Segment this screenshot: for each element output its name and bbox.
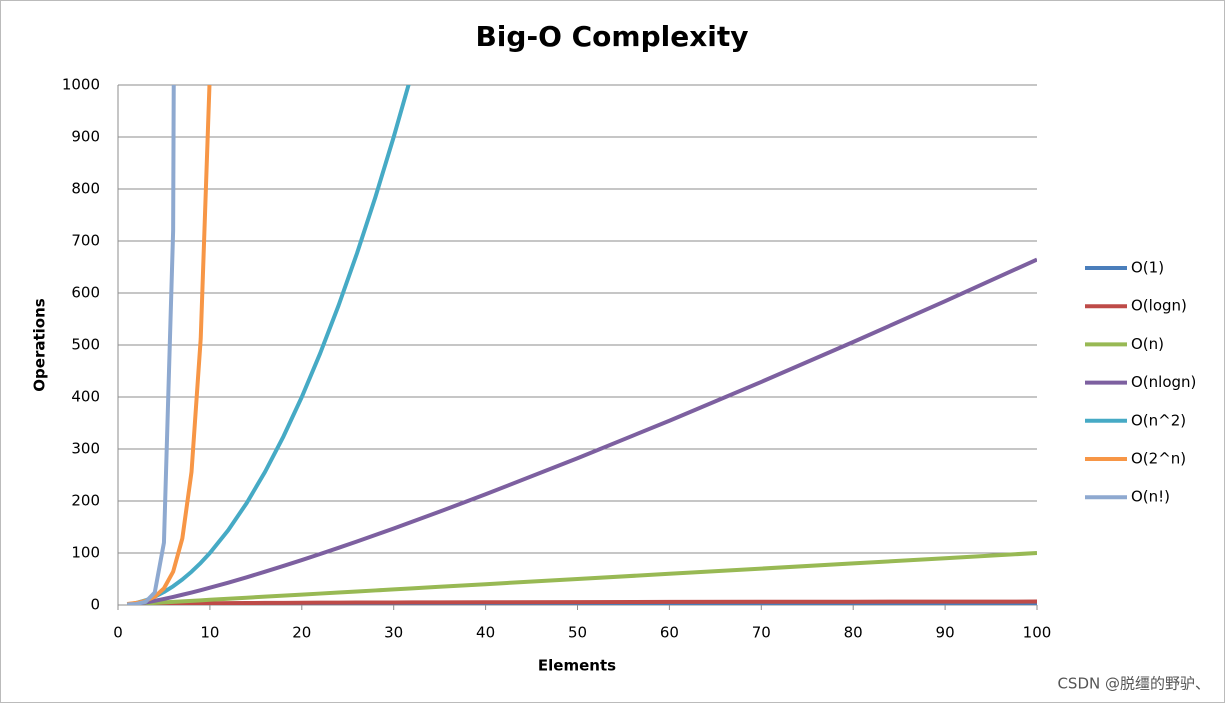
legend-label: O(n^2) (1131, 411, 1186, 429)
x-tick-label: 50 (568, 624, 587, 642)
series-line (127, 85, 176, 605)
x-tick-label: 10 (200, 624, 219, 642)
y-tick-label: 300 (71, 440, 100, 458)
x-tick-label: 0 (113, 624, 123, 642)
y-tick-label: 0 (90, 596, 100, 614)
x-tick-label: 30 (384, 624, 403, 642)
x-tick-label: 60 (660, 624, 679, 642)
legend-label: O(n!) (1131, 488, 1170, 506)
legend-label: O(2^n) (1131, 450, 1186, 468)
y-tick-label: 200 (71, 492, 100, 510)
x-tick-label: 20 (292, 624, 311, 642)
legend-label: O(nlogn) (1131, 373, 1196, 391)
series-line (127, 551, 1037, 605)
y-axis-label: Operations (31, 298, 49, 391)
x-tick-label: 100 (1023, 624, 1052, 642)
x-tick-label: 70 (752, 624, 771, 642)
legend-label: O(n) (1131, 335, 1164, 353)
x-axis-label: Elements (538, 657, 616, 675)
plot-area (126, 85, 1037, 605)
y-tick-label: 500 (71, 336, 100, 354)
y-tick-label: 800 (71, 180, 100, 198)
y-tick-label: 600 (71, 284, 100, 302)
y-tick-label: 400 (71, 388, 100, 406)
x-tick-label: 80 (844, 624, 863, 642)
y-tick-label: 900 (71, 128, 100, 146)
legend-label: O(logn) (1131, 297, 1187, 315)
y-tick-label: 1000 (62, 76, 100, 94)
watermark: CSDN @脱缰的野驴、 (1057, 675, 1210, 693)
y-tick-label: 700 (71, 232, 100, 250)
legend-label: O(1) (1131, 259, 1164, 277)
x-tick-label: 40 (476, 624, 495, 642)
y-tick-label: 100 (71, 544, 100, 562)
chart-title: Big-O Complexity (475, 20, 748, 53)
series-line (126, 257, 1037, 605)
x-tick-label: 90 (936, 624, 955, 642)
